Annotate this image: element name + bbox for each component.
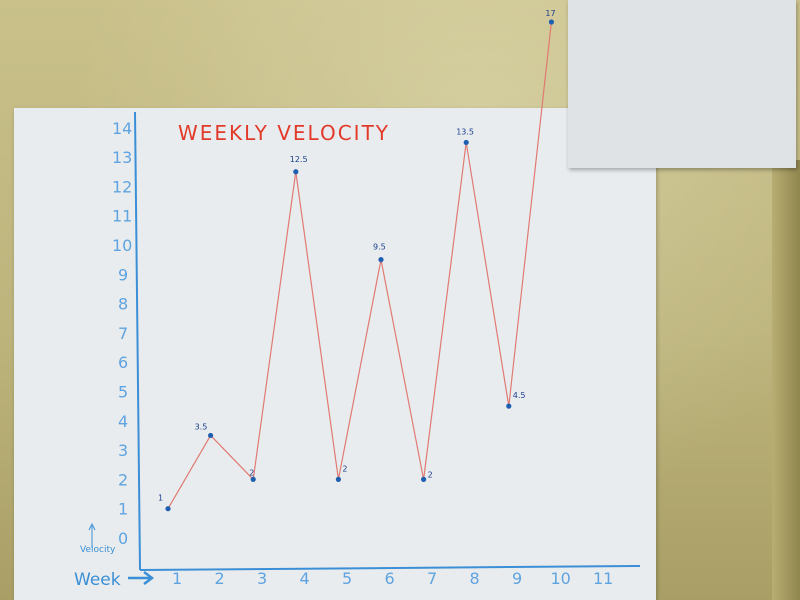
y-tick-label: 9: [118, 265, 128, 284]
door-frame: [772, 160, 800, 600]
x-tick-label: 11: [593, 569, 613, 588]
x-tick-label: 6: [385, 569, 395, 588]
series-line-segment: [252, 171, 297, 480]
main-paper-sheet: [14, 108, 656, 600]
y-tick-label: 11: [112, 207, 132, 226]
series-line-segment: [167, 435, 212, 510]
data-point: [506, 403, 512, 409]
data-point: [293, 169, 299, 175]
x-tick-label: 9: [512, 569, 522, 588]
chart-title: WEEKLY VELOCITY: [178, 121, 390, 145]
series-line-segments: [167, 21, 552, 510]
series-line-segment: [337, 259, 382, 480]
x-tick-label: 3: [257, 569, 267, 588]
y-axis-line: [134, 111, 141, 571]
x-tick-label: 1: [172, 569, 182, 588]
data-point: [463, 139, 469, 146]
series-line-segment: [465, 142, 510, 407]
series-line-segment: [423, 142, 467, 480]
y-tick-label: 3: [118, 441, 128, 460]
x-tick-label: 8: [470, 569, 480, 588]
point-value-label: 9.5: [373, 243, 386, 252]
y-tick-label: 4: [118, 412, 128, 431]
data-point: [250, 476, 256, 482]
point-value-label: 3.5: [195, 422, 208, 431]
series-line-segment: [210, 435, 254, 480]
x-axis-line: [139, 565, 641, 571]
y-tick-label: 14: [112, 119, 132, 138]
x-tick-label: 10: [551, 569, 571, 588]
series-line-segment: [380, 259, 425, 480]
y-tick-label: 8: [118, 295, 128, 314]
data-point: [335, 476, 341, 482]
point-value-label: 13.5: [456, 127, 474, 136]
x-axis-arrow: [128, 571, 155, 585]
data-point: [378, 257, 384, 263]
y-axis-arrow-head: [88, 522, 96, 531]
y-tick-label: 13: [112, 148, 132, 167]
y-axis-label: Velocity: [80, 545, 116, 555]
y-tick-label: 2: [118, 470, 128, 489]
data-point: [421, 476, 427, 482]
x-tick-label: 2: [215, 569, 225, 588]
series-points: [165, 19, 555, 512]
y-tick-label: 1: [118, 500, 128, 519]
data-point: [165, 506, 171, 512]
y-tick-label: 12: [112, 177, 132, 196]
y-tick-label: 10: [112, 236, 132, 255]
x-axis-label: Week: [74, 570, 121, 590]
y-tick-label: 0: [118, 529, 128, 548]
point-value-label: 2: [428, 470, 433, 479]
data-point: [208, 432, 214, 439]
point-value-label: 2: [342, 464, 347, 473]
data-point: [548, 19, 555, 25]
extension-paper-sheet: [568, 0, 796, 168]
x-tick-label: 5: [342, 569, 352, 588]
point-value-label: 12.5: [290, 155, 308, 164]
point-value-label: 17: [545, 9, 555, 18]
point-value-label: 4.5: [513, 391, 526, 400]
y-tick-label: 6: [118, 353, 128, 372]
point-value-label: 1: [158, 494, 163, 503]
point-value-label: 2: [249, 468, 254, 477]
y-tick-label: 7: [118, 324, 128, 343]
y-tick-label: 5: [118, 383, 128, 402]
x-tick-labels: 1 2 3 4 5 6 7 8 9 10 11: [172, 569, 613, 588]
series-line-segment: [295, 171, 339, 480]
x-tick-label: 4: [300, 569, 310, 588]
x-tick-label: 7: [427, 569, 437, 588]
series-line-segment: [508, 21, 552, 407]
chart-axes: [88, 111, 641, 585]
